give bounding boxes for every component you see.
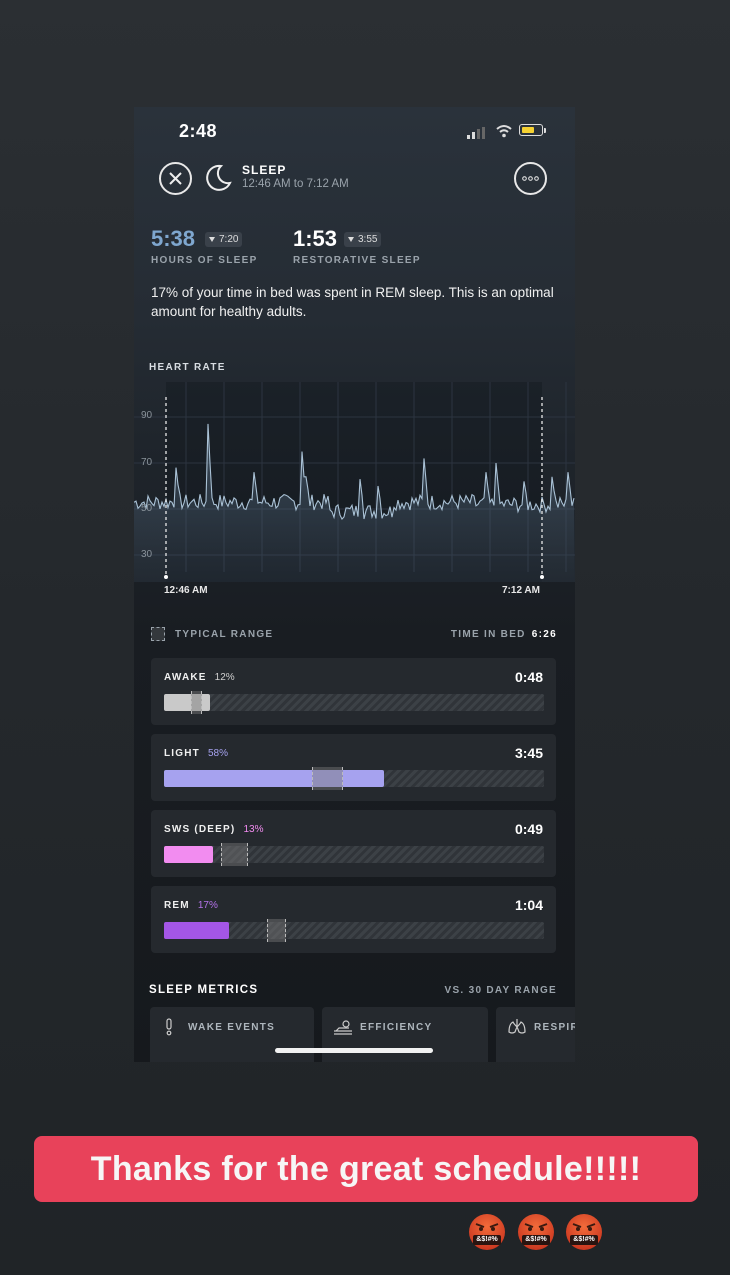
end-marker-dot <box>540 575 544 579</box>
y-tick-90: 90 <box>141 410 153 421</box>
stage-name-text: AWAKE <box>164 672 207 683</box>
time-in-bed: TIME IN BED 6:26 <box>451 629 557 640</box>
signal-icon <box>467 127 485 139</box>
time-in-bed-value: 6:26 <box>531 629 557 640</box>
restorative-sleep-delta: 3:55 <box>344 232 382 247</box>
stage-duration: 3:45 <box>514 745 543 761</box>
stage-card-awake[interactable]: AWAKE 12% 0:48 <box>151 658 556 725</box>
heart-rate-area <box>134 423 575 582</box>
page-title: SLEEP <box>242 163 287 177</box>
hours-of-sleep-value: 5:38 <box>151 226 196 251</box>
close-button[interactable] <box>159 162 192 195</box>
stage-card-sws-deep[interactable]: SWS (DEEP) 13% 0:49 <box>151 810 556 877</box>
swearing-face-icon: &$!#% <box>516 1212 556 1252</box>
swearing-face-icon: &$!#% <box>564 1212 604 1252</box>
metric-card-efficiency[interactable]: EFFICIENCY <box>322 1007 488 1062</box>
typical-range-marker <box>312 767 343 790</box>
stage-card-light[interactable]: LIGHT 58% 3:45 <box>151 734 556 801</box>
banner-text: Thanks for the great schedule!!!!! <box>90 1150 642 1188</box>
stage-progress-track <box>164 843 544 866</box>
wifi-icon <box>496 125 512 138</box>
heart-rate-label: HEART RATE <box>149 362 226 373</box>
close-icon <box>169 172 182 185</box>
typical-range-label: TYPICAL RANGE <box>175 629 274 640</box>
stage-progress-track <box>164 767 544 790</box>
y-tick-70: 70 <box>141 457 153 468</box>
chart-end-time: 7:12 AM <box>502 585 540 596</box>
down-triangle-icon <box>209 237 215 242</box>
sleep-metrics-title: SLEEP METRICS <box>149 984 259 996</box>
typical-range-marker <box>221 843 248 866</box>
phone-screenshot: 2:48 SLEEP 12:46 AM to 7:12 AM 5:38 7:20… <box>134 107 575 1062</box>
stage-progress-fill <box>164 694 210 711</box>
metric-card-wake-events[interactable]: WAKE EVENTS <box>150 1007 314 1062</box>
y-tick-50: 50 <box>141 503 153 514</box>
stage-percent: 12% <box>214 672 235 683</box>
down-triangle-icon <box>348 237 354 242</box>
story-text-banner: Thanks for the great schedule!!!!! <box>34 1136 698 1202</box>
censor-symbols: &$!#% <box>476 1236 498 1243</box>
stage-name: AWAKE 12% <box>164 672 235 683</box>
stage-card-rem[interactable]: REM 17% 1:04 <box>151 886 556 953</box>
stage-duration: 0:49 <box>514 821 543 837</box>
stage-name: LIGHT 58% <box>164 748 228 759</box>
battery-icon <box>519 124 543 136</box>
hours-of-sleep-delta: 7:20 <box>205 232 243 247</box>
metric-card-respiratory[interactable]: RESPIR <box>496 1007 575 1062</box>
vs-30-day-range-label: VS. 30 DAY RANGE <box>444 985 557 996</box>
censor-symbols: &$!#% <box>525 1236 547 1243</box>
restorative-sleep-value: 1:53 <box>293 226 338 251</box>
sleep-time-range: 12:46 AM to 7:12 AM <box>242 178 349 190</box>
start-marker-dot <box>164 575 168 579</box>
delta-text: 7:20 <box>219 234 239 245</box>
sleep-insight-text: 17% of your time in bed was spent in REM… <box>151 285 554 319</box>
time-in-bed-label: TIME IN BED <box>450 629 526 640</box>
metric-label: WAKE EVENTS <box>188 1022 276 1033</box>
more-options-button[interactable] <box>514 162 547 195</box>
stage-name-text: LIGHT <box>164 748 200 759</box>
heart-rate-chart <box>134 382 575 582</box>
stage-progress-fill <box>164 846 214 863</box>
typical-range-marker <box>266 919 286 942</box>
stage-name: SWS (DEEP) 13% <box>164 824 263 835</box>
hours-of-sleep-label: HOURS OF SLEEP <box>151 255 258 266</box>
chart-start-time: 12:46 AM <box>164 585 208 596</box>
metric-label: EFFICIENCY <box>360 1022 433 1033</box>
delta-text: 3:55 <box>358 234 378 245</box>
stage-progress-fill <box>164 770 385 787</box>
censor-symbols: &$!#% <box>573 1236 595 1243</box>
heart-rate-line <box>134 423 575 520</box>
ellipsis-icon <box>522 176 539 181</box>
restorative-sleep-label: RESTORATIVE SLEEP <box>293 255 421 266</box>
moon-icon <box>206 164 232 191</box>
stage-duration: 1:04 <box>514 897 543 913</box>
y-tick-30: 30 <box>141 549 153 560</box>
stage-progress-track <box>164 691 544 714</box>
bed-person-icon <box>334 1020 352 1035</box>
stage-percent: 58% <box>208 748 229 759</box>
typical-range-marker <box>190 691 202 714</box>
exclamation-icon <box>166 1018 172 1036</box>
stage-name: REM 17% <box>164 900 218 911</box>
metric-label: RESPIR <box>534 1022 575 1033</box>
status-time: 2:48 <box>179 121 218 141</box>
stage-percent: 13% <box>243 824 264 835</box>
battery-tip <box>544 128 546 133</box>
stage-name-text: REM <box>164 900 190 911</box>
lungs-icon <box>508 1019 526 1034</box>
stage-duration: 0:48 <box>514 669 543 685</box>
swearing-face-icon: &$!#% <box>467 1212 507 1252</box>
stage-percent: 17% <box>197 900 218 911</box>
stage-name-text: SWS (DEEP) <box>164 824 236 835</box>
home-indicator[interactable] <box>275 1048 433 1053</box>
typical-range-swatch <box>151 627 165 641</box>
stage-progress-fill <box>164 922 229 939</box>
stage-progress-track <box>164 919 544 942</box>
